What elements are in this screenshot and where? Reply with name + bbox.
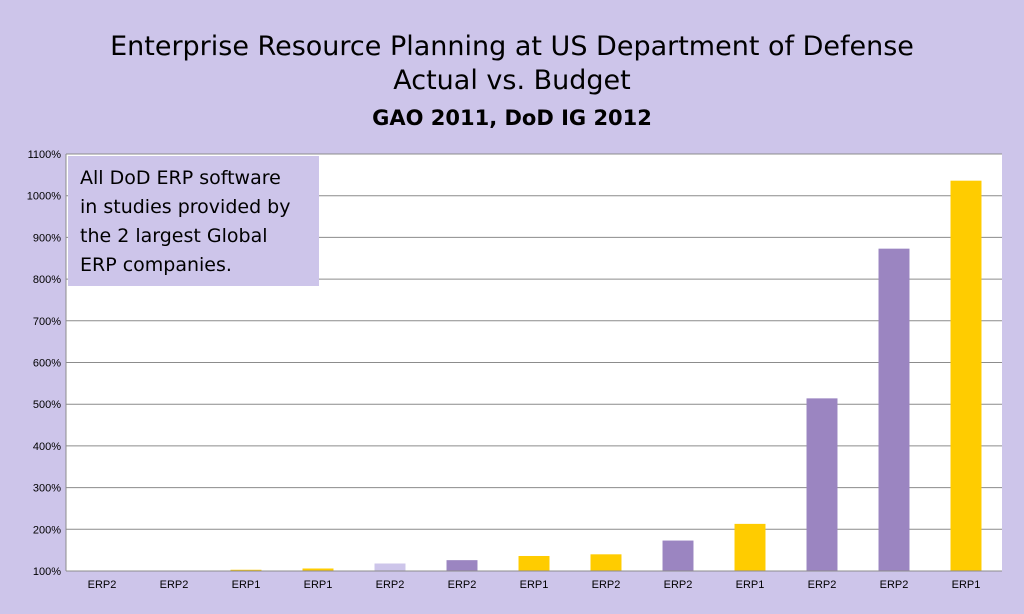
bars (230, 180, 982, 572)
y-tick-label: 200% (33, 524, 61, 536)
bar (950, 180, 982, 572)
annotation-line-4: ERP companies. (80, 254, 232, 276)
bar (446, 560, 478, 571)
bar (590, 554, 622, 571)
x-category-label: ERP2 (592, 579, 621, 591)
bar (734, 523, 766, 571)
bar (302, 568, 334, 571)
y-tick-label: 800% (33, 274, 61, 286)
bar (518, 555, 550, 571)
x-axis-category-labels: ERP2 ERP2 ERP1 ERP1 ERP2 ERP2 ERP1 ERP2 ERP2 ERP1… (88, 579, 981, 591)
bar (230, 569, 262, 571)
annotation-line-2: in studies provided by (80, 196, 290, 218)
annotation-line-3: the 2 largest Global (80, 225, 268, 247)
chart-title: Enterprise Resource Planning at US Depar… (110, 31, 914, 62)
annotation-line-1: All DoD ERP software (80, 167, 281, 189)
y-tick-label: 1100% (28, 149, 62, 161)
annotation-box: All DoD ERP software in studies provided… (68, 156, 319, 286)
bar (806, 398, 838, 571)
y-tick-label: 600% (33, 358, 61, 370)
x-category-label: ERP2 (448, 579, 477, 591)
x-category-label: ERP2 (88, 579, 117, 591)
x-category-label: ERP2 (808, 579, 837, 591)
chart-source-line: GAO 2011, DoD IG 2012 (372, 106, 652, 130)
y-tick-label: 300% (33, 483, 61, 495)
y-tick-label: 500% (33, 399, 61, 411)
x-category-label: ERP2 (160, 579, 189, 591)
x-category-label: ERP2 (664, 579, 693, 591)
x-category-label: ERP2 (376, 579, 405, 591)
bar (374, 563, 406, 571)
x-category-label: ERP2 (880, 579, 909, 591)
y-tick-label: 100% (33, 566, 61, 578)
x-category-label: ERP1 (520, 579, 549, 591)
y-tick-label: 900% (33, 232, 61, 244)
x-category-label: ERP1 (232, 579, 261, 591)
y-tick-label: 400% (33, 441, 61, 453)
x-category-label: ERP1 (304, 579, 333, 591)
bar (878, 248, 910, 571)
bar (662, 540, 694, 571)
annotation-box-background (68, 156, 319, 286)
y-axis-tick-labels: 100% 200% 300% 400% 500% 600% 700% 800% 900% 1000… (27, 149, 61, 578)
y-tick-label: 700% (33, 316, 61, 328)
x-category-label: ERP1 (736, 579, 765, 591)
y-tick-label: 1000% (27, 191, 61, 203)
x-category-label: ERP1 (952, 579, 981, 591)
chart-subtitle: Actual vs. Budget (393, 65, 631, 96)
